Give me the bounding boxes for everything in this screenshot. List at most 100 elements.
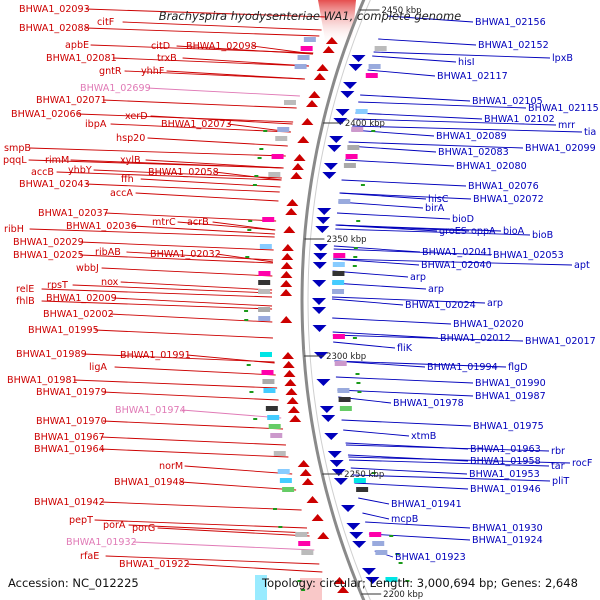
forward-feature-block <box>275 136 288 141</box>
gene-label-reverse: BHWA1_01946 <box>470 484 541 495</box>
kbp-tick-label: 2350 kbp <box>326 235 366 245</box>
reverse-gene-arrow <box>341 505 356 512</box>
gene-label-forward: xerD <box>125 111 148 122</box>
leader-line <box>122 21 322 31</box>
gene-label-forward: BHWA1_01948 <box>114 477 185 488</box>
leader-line <box>102 420 284 430</box>
gene-label-reverse: BHWA1_02041 <box>422 247 493 258</box>
gc-marker <box>246 364 251 366</box>
gc-marker <box>249 391 254 393</box>
map-title: Brachyspira hyodysenteriae WA1, complete… <box>159 9 462 23</box>
forward-gene-arrow <box>285 388 298 395</box>
reverse-gene-arrow <box>340 91 355 98</box>
gene-label-reverse: BHWA1_01953 <box>469 469 540 480</box>
gene-label-forward: BHWA1_02025 <box>13 250 84 261</box>
gene-label-forward: BHWA1_01995 <box>28 325 99 336</box>
forward-gene-arrow <box>290 172 303 179</box>
reverse-feature-block <box>339 406 352 411</box>
gene-label-reverse: BHWA1_02102 <box>484 114 555 125</box>
leader-line <box>85 27 320 37</box>
reverse-feature-block <box>369 532 382 537</box>
reverse-gene-arrow <box>319 406 334 413</box>
leader-line <box>349 459 550 467</box>
forward-gene-arrow <box>311 514 324 521</box>
reverse-feature-block <box>368 64 381 69</box>
gene-label-reverse: BHWA1_02089 <box>436 131 507 142</box>
leader-line <box>360 94 471 102</box>
reverse-gene-arrow <box>323 163 338 170</box>
gene-label-reverse: BHWA1_02017 <box>525 336 596 347</box>
forward-feature-block <box>261 370 274 375</box>
leader-line <box>350 467 468 475</box>
reverse-gene-arrow <box>312 325 327 332</box>
forward-feature-block <box>301 550 314 555</box>
gene-label-reverse: BHWA1_02040 <box>421 260 492 271</box>
forward-gene-arrow <box>280 271 293 278</box>
gc-marker <box>257 157 262 159</box>
forward-feature-block <box>268 172 281 177</box>
forward-gene-arrow <box>291 163 304 170</box>
leader-line <box>216 253 274 263</box>
gene-label-forward: BHWA1_01989 <box>16 349 87 360</box>
leader-line <box>72 284 273 294</box>
gc-marker <box>254 175 259 177</box>
leader-line <box>140 178 281 188</box>
leader-line <box>331 296 486 304</box>
reverse-feature-block <box>338 199 351 204</box>
gene-label-forward: BHWA1_01964 <box>34 444 105 455</box>
leader-line <box>352 125 583 133</box>
gene-label-forward: porG <box>132 523 155 534</box>
reverse-feature-block <box>332 280 345 285</box>
leader-line <box>334 360 426 368</box>
reverse-gene-arrow <box>312 280 327 287</box>
forward-gene-arrow <box>316 64 329 71</box>
leader-line <box>100 501 302 511</box>
forward-feature-block <box>258 271 271 276</box>
kbp-tick-label: 2450 kbp <box>382 6 422 16</box>
leader-line <box>335 228 531 236</box>
gc-marker <box>353 256 358 258</box>
leader-line <box>101 267 273 277</box>
gene-label-forward: BHWA1_01970 <box>36 416 107 427</box>
leader-line <box>355 112 483 120</box>
forward-gene-labels: BHWA1_02093 citF BHWA1_02088 citD BHWA1_0209… <box>3 4 257 570</box>
gene-label-reverse: BHWA1_02024 <box>405 300 476 311</box>
leader-line <box>79 254 273 264</box>
gc-marker <box>357 391 362 393</box>
reverse-gene-arrow <box>329 136 344 143</box>
genome-backbone <box>300 0 366 600</box>
leader-line <box>124 70 305 80</box>
gene-label-forward: porA <box>103 520 126 531</box>
leader-line <box>182 57 309 67</box>
reverse-feature-block <box>332 289 345 294</box>
gene-label-forward: BHWA1_02098 <box>186 41 257 52</box>
gene-label-reverse: mcpB <box>391 514 418 525</box>
leader-line <box>212 221 276 231</box>
gene-label-reverse: hisC <box>428 194 449 205</box>
leader-line <box>100 448 289 458</box>
gene-label-forward: rfaE <box>80 551 99 562</box>
leader-line <box>343 429 410 437</box>
gene-label-reverse: BHWA1_02152 <box>478 40 549 51</box>
gene-label-forward: smpB <box>4 143 31 154</box>
leader-line <box>145 159 284 169</box>
leader-line <box>347 145 437 153</box>
forward-gene-arrow <box>281 352 294 359</box>
gene-label-forward: ffh <box>121 174 134 185</box>
reverse-gene-arrow <box>312 307 327 314</box>
gc-marker <box>244 310 249 312</box>
forward-feature-block <box>259 352 272 357</box>
gene-label-forward: BHWA1_02058 <box>148 167 219 178</box>
accession-text: Accession: NC_012225 <box>8 576 139 590</box>
gene-label-forward: ligA <box>89 362 107 373</box>
gene-label-forward: pepT <box>69 515 93 526</box>
leader-line <box>362 512 390 520</box>
gene-label-forward: ibpA <box>85 119 107 130</box>
leader-line <box>186 354 275 364</box>
gene-label-reverse: bioB <box>532 230 553 241</box>
kbp-tick-label: 2300 kbp <box>326 352 366 362</box>
gene-label-reverse: groES <box>439 226 467 237</box>
reverse-feature-block <box>355 109 368 114</box>
gene-label-reverse: BHWA1_02083 <box>438 147 509 158</box>
forward-gene-arrow <box>325 37 338 44</box>
